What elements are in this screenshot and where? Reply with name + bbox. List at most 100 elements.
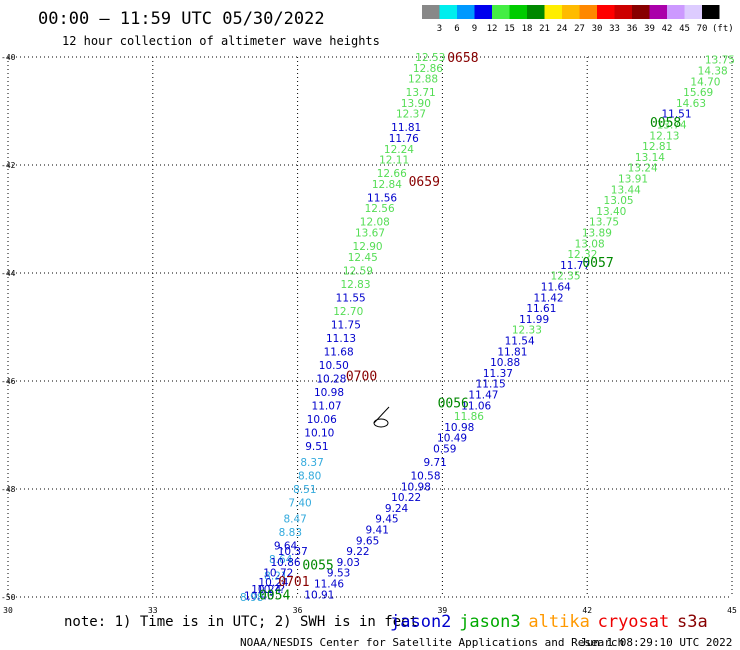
scale-swatch — [474, 5, 492, 19]
satellite-legend-item: altika — [528, 612, 589, 632]
wave-height-label: 10.24 — [258, 577, 288, 589]
pass-time-label: 0056 — [438, 397, 469, 412]
wave-height-label: 10.28 — [316, 373, 346, 385]
wave-height-label: 10.24 — [251, 584, 281, 596]
wave-height-label: 11.54 — [505, 336, 535, 348]
scale-swatch — [597, 5, 615, 19]
x-tick-label: 45 — [727, 606, 737, 615]
wave-height-label: 13.44 — [611, 184, 641, 196]
scale-swatch — [667, 5, 685, 19]
scale-swatch — [632, 5, 650, 19]
x-tick-label: 39 — [438, 606, 448, 615]
scale-label: 12 — [487, 24, 498, 34]
pass-time-label: 0701 — [278, 575, 309, 590]
wave-height-label: 11.47 — [468, 390, 498, 402]
scale-label: 42 — [662, 24, 673, 34]
wave-height-label: 13.75 — [589, 217, 619, 229]
plot-grid — [7, 56, 733, 598]
wave-height-label: 8.98 — [240, 592, 263, 604]
wave-height-label: 11.46 — [314, 579, 344, 591]
wave-height-label: 12.53 — [415, 52, 445, 64]
wave-height-label: 13.75 — [705, 55, 735, 67]
wave-height-label: 10.43 — [244, 590, 274, 602]
satellite-legend-item: jason3 — [459, 612, 520, 632]
wave-height-label: 9.65 — [356, 535, 379, 547]
wave-height-label: 8.64 — [269, 554, 293, 566]
wave-height-label: 11.06 — [461, 400, 491, 412]
chart-subtitle: 12 hour collection of altimeter wave hei… — [62, 34, 380, 48]
wave-height-label: 10.98 — [314, 387, 344, 399]
wave-height-label: 8.80 — [298, 471, 321, 483]
wave-height-label: 11.07 — [312, 400, 342, 412]
wave-height-label: 15.69 — [683, 87, 713, 99]
scale-swatch — [579, 5, 597, 19]
footer-timestamp: Jun 1 08:29:10 UTC 2022 — [580, 636, 732, 649]
wave-height-label: 13.14 — [635, 152, 665, 164]
pass-marker-icon — [373, 406, 390, 428]
wave-height-label: 12.37 — [396, 109, 426, 121]
wave-height-label: 12.88 — [408, 74, 438, 86]
wave-height-label: 13.74 — [657, 120, 687, 132]
wave-height-label: 12.66 — [377, 168, 407, 180]
wave-height-label: 13.71 — [406, 87, 436, 99]
scale-label: 33 — [609, 24, 620, 34]
wave-height-label: 13.91 — [618, 174, 648, 186]
wave-height-label: 7.40 — [288, 498, 311, 510]
x-tick-label: 42 — [582, 606, 592, 615]
scale-swatch — [509, 5, 527, 19]
wave-height-label: 12.45 — [348, 252, 378, 264]
wave-height-label: 12.13 — [649, 130, 679, 142]
y-tick-label: -46 — [1, 377, 16, 386]
pass-time-label: 0658 — [447, 51, 478, 66]
wave-height-label: 12.59 — [343, 265, 373, 277]
scale-label: 70 — [697, 24, 708, 34]
pass-time-label: 0054 — [259, 588, 290, 603]
wave-height-label: 10.37 — [278, 546, 308, 558]
wave-height-label: 11.86 — [454, 411, 484, 423]
wave-height-label: 13.05 — [604, 195, 634, 207]
wave-height-label: 12.90 — [353, 241, 383, 253]
scale-swatch — [457, 5, 475, 19]
wave-height-label: 9.45 — [375, 514, 398, 526]
wave-height-label: 9.53 — [327, 568, 350, 580]
satellite-legend-item: jason2 — [390, 612, 451, 632]
scale-label: 39 — [644, 24, 655, 34]
wave-height-label: 10.98 — [401, 481, 431, 493]
wave-height-label: 11.77 — [560, 260, 590, 272]
wave-height-label: 12.84 — [372, 179, 402, 191]
scale-label: 36 — [627, 24, 638, 34]
pass-time-label: 0700 — [346, 370, 377, 385]
wave-height-label: 11.15 — [476, 379, 506, 391]
y-tick-label: -40 — [1, 53, 16, 62]
wave-height-label: 11.99 — [519, 314, 549, 326]
wave-height-label: 11.76 — [389, 133, 419, 145]
wave-height-label: 9.64 — [274, 541, 298, 553]
wave-height-label: 10.58 — [410, 471, 440, 483]
wave-height-label: 11.68 — [324, 346, 354, 358]
scale-swatch — [527, 5, 545, 19]
satellite-legend-item: s3a — [677, 612, 708, 632]
wave-height-label: 9.41 — [366, 525, 389, 537]
wave-height-label: 9.71 — [423, 457, 446, 469]
wave-height-label: 12.86 — [413, 63, 443, 75]
pass-time-label: 0055 — [302, 559, 333, 574]
wave-height-label: 13.40 — [596, 206, 626, 218]
satellite-legend-item: cryosat — [598, 612, 670, 632]
wave-height-label: 13.24 — [628, 163, 658, 175]
wave-height-label: 11.81 — [391, 122, 421, 134]
wave-height-label: 9.03 — [337, 557, 360, 569]
scale-unit: (ft) — [712, 24, 734, 34]
scale-label: 6 — [454, 24, 459, 34]
wave-height-color-scale: 3 6 9 12 15 18 21 24 27 30 33 36 39 42 45 70 — [422, 5, 720, 34]
scale-label: 30 — [592, 24, 603, 34]
data-labels: 12.5312.8612.8813.7113.9012.3711.8111.76… — [240, 52, 735, 604]
wave-height-label: 12.70 — [333, 306, 363, 318]
scale-swatch — [649, 5, 667, 19]
wave-height-label: 12.81 — [642, 141, 672, 153]
scale-swatch — [562, 5, 580, 19]
wave-height-label: 10.86 — [271, 557, 301, 569]
wave-height-label: 11.61 — [526, 303, 556, 315]
wave-height-label: 10.?? — [257, 584, 285, 596]
wave-height-label: 11.56 — [367, 192, 397, 204]
wave-height-label: 9.22 — [346, 546, 369, 558]
